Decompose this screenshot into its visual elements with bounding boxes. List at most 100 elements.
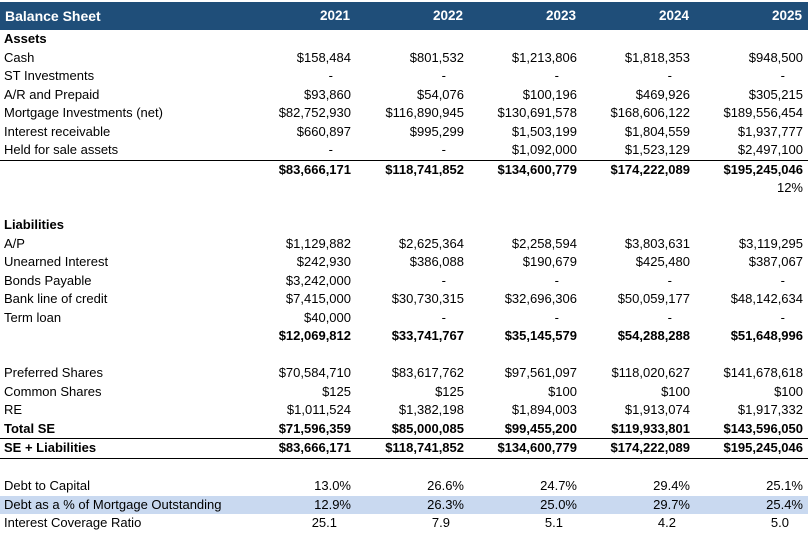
value-cell[interactable] (582, 179, 695, 198)
value-cell[interactable]: $242,930 (296, 254, 351, 269)
value-cell[interactable]: $100 (548, 383, 577, 399)
value-cell[interactable]: $143,596,050 (695, 419, 808, 439)
value-cell[interactable]: - (356, 141, 469, 161)
row-label-cell[interactable] (0, 179, 243, 198)
value-cell[interactable]: $469,926 (635, 86, 690, 102)
column-header-2022[interactable]: 2022 (356, 2, 469, 30)
row-label-cell[interactable] (0, 458, 243, 477)
row-label-cell[interactable]: Unearned Interest (4, 254, 109, 269)
row-label-cell[interactable]: A/R and Prepaid (4, 86, 100, 102)
value-cell[interactable] (582, 30, 695, 49)
value-cell[interactable]: $2,625,364 (398, 235, 464, 251)
row-label-cell[interactable]: Cash (4, 49, 35, 65)
row-label-cell[interactable]: Total SE (0, 419, 243, 439)
value-cell[interactable]: $195,245,046 (723, 161, 803, 177)
value-cell[interactable]: $7,415,000 (285, 291, 351, 306)
value-cell[interactable]: - (554, 272, 559, 288)
value-cell[interactable]: - (780, 309, 785, 325)
row-label-cell[interactable]: Bonds Payable (4, 272, 92, 288)
column-header-2025[interactable]: 2025 (695, 2, 808, 30)
value-cell[interactable]: $195,245,046 (695, 438, 808, 459)
value-cell[interactable]: $70,584,710 (278, 365, 351, 380)
row-label-cell[interactable]: Debt as a % of Mortgage Outstanding (0, 495, 243, 514)
value-cell[interactable]: 25.4% (695, 495, 808, 514)
value-cell[interactable]: $97,561,097 (504, 365, 577, 380)
value-cell[interactable]: $425,480 (635, 254, 690, 269)
value-cell[interactable] (243, 458, 356, 477)
value-cell[interactable]: $134,600,779 (497, 161, 577, 177)
row-label-cell[interactable]: Debt to Capital (4, 478, 90, 493)
value-cell[interactable]: $801,532 (409, 49, 464, 65)
value-cell[interactable]: $118,741,852 (385, 161, 464, 177)
value-cell[interactable] (243, 198, 356, 217)
value-cell[interactable]: 26.6% (427, 478, 464, 493)
value-cell[interactable]: $1,917,332 (737, 402, 803, 417)
row-label-cell[interactable] (0, 327, 243, 346)
value-cell[interactable]: $1,804,559 (624, 123, 690, 139)
value-cell[interactable]: 7.9 (431, 515, 450, 530)
value-cell[interactable]: $174,222,089 (582, 438, 695, 459)
value-cell[interactable]: $71,596,359 (243, 419, 356, 439)
value-cell[interactable]: 5.1 (544, 515, 563, 530)
value-cell[interactable]: $83,617,762 (391, 365, 464, 380)
value-cell[interactable] (356, 216, 469, 235)
value-cell[interactable]: $305,215 (748, 86, 803, 102)
value-cell[interactable]: 13.0% (314, 478, 351, 493)
value-cell[interactable] (356, 30, 469, 49)
value-cell[interactable] (695, 30, 808, 49)
value-cell[interactable]: - (667, 68, 672, 83)
value-cell[interactable]: $100,196 (522, 86, 577, 102)
value-cell[interactable]: 25.0% (469, 495, 582, 514)
value-cell[interactable]: $1,818,353 (624, 49, 690, 65)
value-cell[interactable]: $387,067 (748, 254, 803, 269)
value-cell[interactable]: $82,752,930 (278, 105, 351, 120)
value-cell[interactable]: - (554, 309, 559, 325)
row-label-cell[interactable]: SE + Liabilities (0, 438, 243, 459)
value-cell[interactable]: $1,092,000 (469, 141, 582, 161)
sheet-title[interactable]: Balance Sheet (0, 2, 243, 30)
value-cell[interactable]: 29.4% (653, 478, 690, 493)
value-cell[interactable]: - (441, 68, 446, 83)
value-cell[interactable]: $190,679 (522, 254, 577, 269)
value-cell[interactable]: $54,288,288 (617, 328, 690, 343)
value-cell[interactable]: $35,145,579 (504, 328, 577, 343)
value-cell[interactable]: $100 (774, 383, 803, 399)
value-cell[interactable]: 24.7% (540, 478, 577, 493)
column-header-2021[interactable]: 2021 (243, 2, 356, 30)
value-cell[interactable]: $1,503,199 (511, 123, 577, 139)
row-label-cell[interactable]: A/P (4, 235, 25, 251)
value-cell[interactable]: $189,556,454 (723, 105, 803, 120)
value-cell[interactable]: $130,691,578 (497, 105, 577, 120)
value-cell[interactable] (469, 216, 582, 235)
value-cell[interactable]: $134,600,779 (469, 438, 582, 459)
row-label-cell[interactable]: Liabilities (4, 217, 64, 232)
value-cell[interactable]: $99,455,200 (469, 419, 582, 439)
row-label-cell[interactable]: Held for sale assets (0, 141, 243, 161)
value-cell[interactable]: - (667, 272, 672, 288)
value-cell[interactable]: $40,000 (304, 309, 351, 325)
value-cell[interactable]: 5.0 (770, 515, 789, 530)
row-label-cell[interactable]: Common Shares (4, 383, 102, 399)
value-cell[interactable] (695, 216, 808, 235)
value-cell[interactable] (469, 30, 582, 49)
value-cell[interactable]: $125 (322, 383, 351, 399)
value-cell[interactable]: $2,497,100 (695, 141, 808, 161)
value-cell[interactable]: $3,803,631 (624, 235, 690, 251)
value-cell[interactable] (243, 30, 356, 49)
value-cell[interactable]: $386,088 (409, 254, 464, 269)
value-cell[interactable]: $54,076 (417, 86, 464, 102)
value-cell[interactable]: $12,069,812 (278, 328, 351, 343)
value-cell[interactable]: $1,011,524 (286, 402, 351, 417)
row-label-cell[interactable]: Mortgage Investments (net) (4, 105, 163, 120)
row-label-cell[interactable]: Bank line of credit (4, 291, 108, 306)
value-cell[interactable]: $83,666,171 (243, 438, 356, 459)
value-cell[interactable]: - (441, 272, 446, 288)
value-cell[interactable]: $1,382,198 (398, 402, 464, 417)
row-label-cell[interactable]: Assets (4, 31, 47, 46)
value-cell[interactable]: $995,299 (409, 123, 464, 139)
value-cell[interactable]: $1,129,882 (285, 235, 351, 251)
value-cell[interactable]: - (243, 141, 356, 161)
value-cell[interactable]: $118,741,852 (356, 438, 469, 459)
value-cell[interactable]: $1,894,003 (511, 402, 577, 417)
row-label-cell[interactable] (0, 198, 243, 217)
